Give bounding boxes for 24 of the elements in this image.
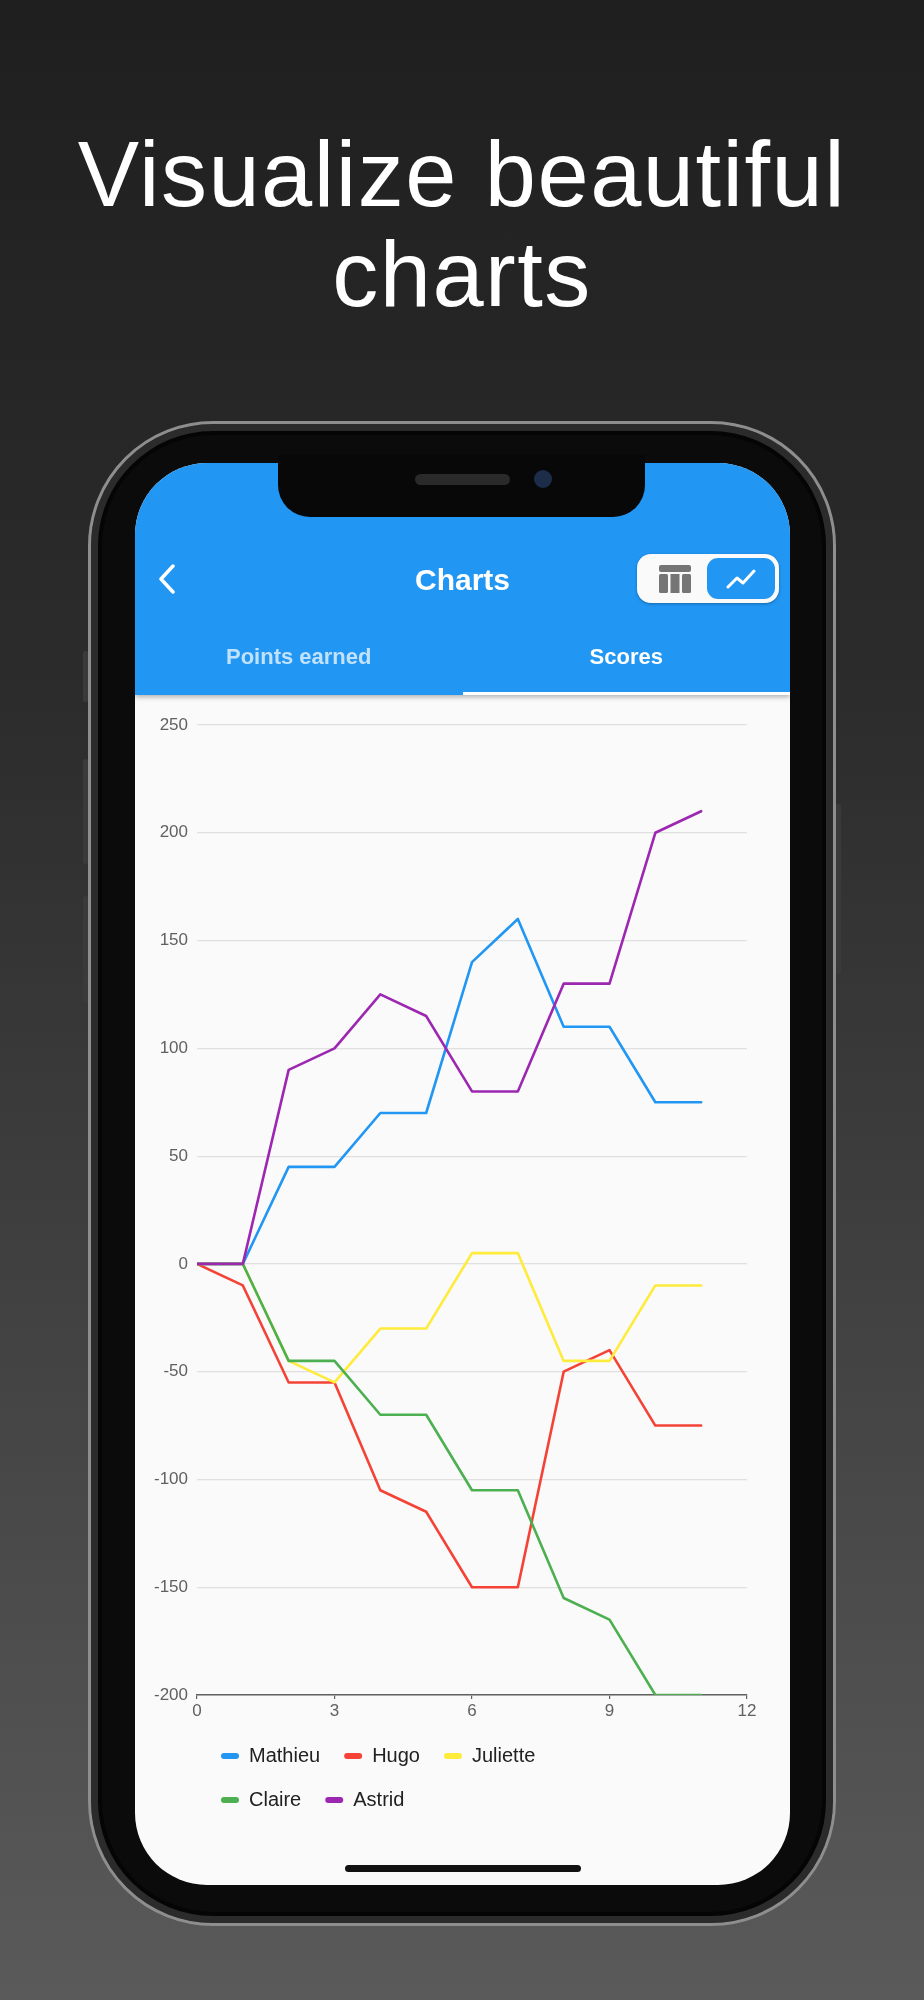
y-tick-label: 250 bbox=[159, 714, 188, 734]
legend-label: Hugo bbox=[372, 1743, 420, 1766]
y-tick-label: 0 bbox=[178, 1253, 188, 1273]
text: Points earned bbox=[225, 644, 373, 669]
x-tick-label: 0 bbox=[192, 1701, 202, 1721]
x-tick-label: 9 bbox=[604, 1701, 615, 1721]
y-tick-label: -100 bbox=[153, 1469, 188, 1489]
y-tick-label: 200 bbox=[159, 822, 188, 842]
legend-label: Juliette bbox=[471, 1743, 536, 1766]
x-tick-label: 3 bbox=[329, 1701, 340, 1721]
x-tick-label: 12 bbox=[737, 1701, 757, 1721]
x-tick-label: 6 bbox=[467, 1701, 477, 1721]
legend-label: Astrid bbox=[353, 1787, 405, 1810]
legend-label: Mathieu bbox=[249, 1743, 321, 1766]
chart-subtitle: Charts bbox=[414, 563, 511, 596]
y-tick-label: -50 bbox=[163, 1361, 188, 1381]
y-tick-label: 100 bbox=[159, 1038, 188, 1058]
legend-label: Claire bbox=[249, 1787, 302, 1810]
y-tick-label: 50 bbox=[169, 1145, 188, 1165]
chart-title: Visualize beautiful charts bbox=[76, 123, 848, 325]
text: Scores bbox=[588, 644, 664, 669]
y-tick-label: 150 bbox=[159, 930, 188, 950]
y-tick-label: -200 bbox=[153, 1684, 188, 1704]
y-tick-label: -150 bbox=[153, 1576, 188, 1596]
